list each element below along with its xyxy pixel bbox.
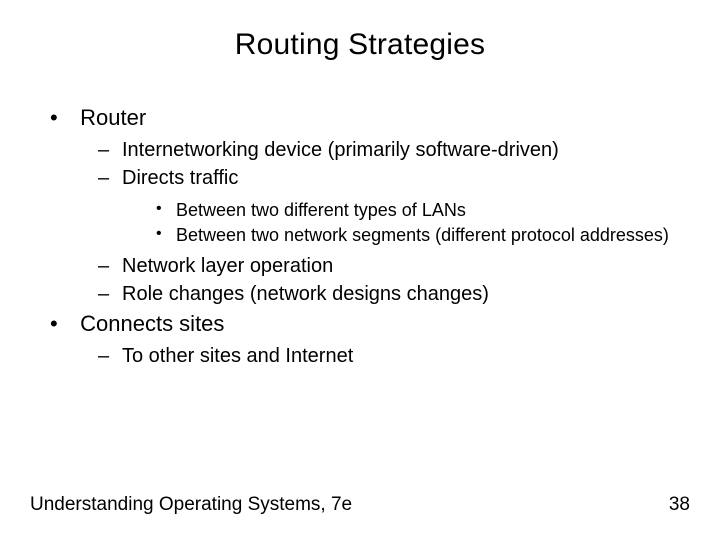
- bullet-list-level3: Between two different types of LANs Betw…: [156, 198, 690, 248]
- bullet-list-level1: Router Internetworking device (primarily…: [50, 104, 690, 370]
- bullet-text: To other sites and Internet: [122, 345, 353, 367]
- slide-container: Routing Strategies Router Internetworkin…: [0, 0, 720, 540]
- slide-footer: Understanding Operating Systems, 7e 38: [30, 494, 690, 516]
- list-item: Directs traffic Between two different ty…: [98, 165, 690, 248]
- list-item: Between two network segments (different …: [156, 223, 690, 247]
- list-item: Internetworking device (primarily softwa…: [98, 137, 690, 164]
- bullet-text: Internetworking device (primarily softwa…: [122, 139, 559, 161]
- footer-left: Understanding Operating Systems, 7e: [30, 494, 352, 516]
- bullet-text: Router: [80, 105, 146, 130]
- list-item: Connects sites To other sites and Intern…: [50, 310, 690, 370]
- list-item: Router Internetworking device (primarily…: [50, 104, 690, 308]
- bullet-text: Directs traffic: [122, 167, 238, 189]
- list-item: Between two different types of LANs: [156, 198, 690, 222]
- bullet-text: Role changes (network designs changes): [122, 283, 489, 305]
- bullet-list-level2: Internetworking device (primarily softwa…: [98, 137, 690, 309]
- slide-title: Routing Strategies: [30, 28, 690, 62]
- bullet-text: Between two different types of LANs: [176, 200, 466, 220]
- bullet-list-level2: To other sites and Internet: [98, 343, 690, 370]
- bullet-text: Connects sites: [80, 311, 224, 336]
- bullet-text: Network layer operation: [122, 255, 333, 277]
- bullet-text: Between two network segments (different …: [176, 225, 669, 245]
- list-item: Role changes (network designs changes): [98, 281, 690, 308]
- list-item: Network layer operation: [98, 253, 690, 280]
- footer-page-number: 38: [669, 494, 690, 516]
- list-item: To other sites and Internet: [98, 343, 690, 370]
